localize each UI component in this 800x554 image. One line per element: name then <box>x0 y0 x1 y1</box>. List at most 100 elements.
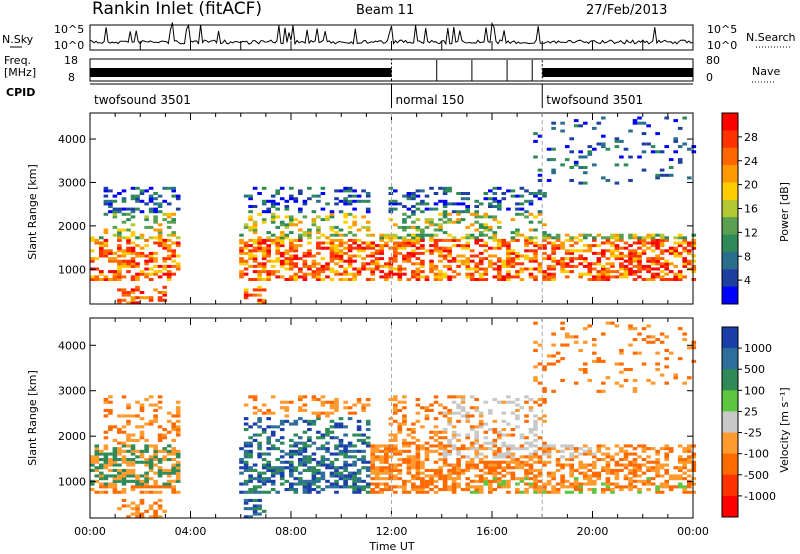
heatmap-cell <box>289 455 294 459</box>
heatmap-cell <box>370 246 375 250</box>
heatmap-cell <box>528 238 534 242</box>
heatmap-cell <box>171 479 176 483</box>
heatmap-cell <box>370 254 375 258</box>
heatmap-cell <box>478 447 484 451</box>
heatmap-cell <box>257 485 262 489</box>
heatmap-cell <box>415 189 421 193</box>
heatmap-cell <box>592 163 597 167</box>
heatmap-cell <box>429 264 434 268</box>
heatmap-cell <box>659 244 665 248</box>
heatmap-cell <box>637 236 642 240</box>
heatmap-cell <box>510 460 516 464</box>
heatmap-cell <box>492 455 498 459</box>
heatmap-cell <box>524 419 529 423</box>
heatmap-cell <box>334 482 339 486</box>
heatmap-cell <box>451 270 457 274</box>
heatmap-cell <box>94 474 100 478</box>
heatmap-cell <box>293 444 299 448</box>
heatmap-cell <box>501 400 507 404</box>
heatmap-cell <box>284 419 290 423</box>
heatmap-cell <box>677 233 683 237</box>
heatmap-cell <box>623 458 629 462</box>
heatmap-cell <box>596 257 602 261</box>
y-tick-label: 2000 <box>58 430 86 443</box>
heatmap-cell <box>402 225 407 229</box>
heatmap-cell <box>673 251 678 255</box>
heatmap-cell <box>338 278 344 281</box>
heatmap-cell <box>533 241 538 245</box>
heatmap-cell <box>243 455 249 459</box>
heatmap-cell <box>384 444 389 448</box>
heatmap-cell <box>266 246 271 250</box>
heatmap-cell <box>171 414 176 418</box>
heatmap-cell <box>171 194 176 198</box>
heatmap-cell <box>469 278 475 281</box>
heatmap-cell <box>641 236 647 240</box>
heatmap-cell <box>126 264 131 268</box>
heatmap-cell <box>103 452 109 456</box>
heatmap-cell <box>130 479 136 483</box>
heatmap-cell <box>162 482 167 486</box>
heatmap-cell <box>510 194 516 198</box>
heatmap-cell <box>682 485 687 489</box>
heatmap-cell <box>361 488 366 492</box>
heatmap-cell <box>465 275 470 279</box>
heatmap-cell <box>456 254 461 258</box>
heatmap-cell <box>628 272 633 276</box>
heatmap-cell <box>90 259 95 263</box>
heatmap-cell <box>583 463 588 467</box>
heatmap-cell <box>302 254 308 258</box>
heatmap-cell <box>347 278 353 281</box>
heatmap-cell <box>175 490 181 494</box>
heatmap-cell <box>488 264 493 268</box>
beam-label: Beam 11 <box>356 3 414 18</box>
heatmap-cell <box>551 362 556 366</box>
heatmap-cell <box>316 251 321 255</box>
heatmap-cell <box>551 278 556 281</box>
heatmap-cell <box>243 449 249 453</box>
heatmap-cell <box>130 278 136 281</box>
heatmap-cell <box>252 463 258 467</box>
heatmap-cell <box>614 444 620 448</box>
heatmap-cell <box>379 233 384 237</box>
heatmap-cell <box>578 463 583 467</box>
heatmap-cell <box>126 463 131 467</box>
heatmap-cell <box>130 264 136 268</box>
heatmap-cell <box>483 197 489 201</box>
heatmap-cell <box>343 425 348 429</box>
heatmap-cell <box>619 236 624 240</box>
heatmap-cell <box>641 447 647 451</box>
heatmap-cell <box>650 257 656 261</box>
heatmap-cell <box>293 490 299 494</box>
heatmap-cell <box>162 433 167 437</box>
heatmap-cell <box>293 264 299 268</box>
heatmap-cell <box>275 468 280 472</box>
heatmap-cell <box>270 238 276 242</box>
heatmap-cell <box>447 259 452 263</box>
heatmap-cell <box>415 236 421 240</box>
heatmap-cell <box>108 202 113 206</box>
heatmap-cell <box>99 244 104 248</box>
heatmap-cell <box>515 458 520 462</box>
heatmap-cell <box>551 354 556 358</box>
heatmap-cell <box>252 220 258 224</box>
heatmap-cell <box>488 441 493 445</box>
heatmap-cell <box>601 278 606 281</box>
heatmap-cell <box>677 466 683 470</box>
heatmap-cell <box>510 262 516 266</box>
heatmap-cell <box>478 468 484 472</box>
heatmap-cell <box>465 482 470 486</box>
heatmap-cell <box>270 272 276 276</box>
heatmap-cell <box>298 441 303 445</box>
heatmap-cell <box>429 218 434 222</box>
heatmap-cell <box>121 199 127 203</box>
heatmap-cell <box>139 436 145 440</box>
heatmap-cell <box>492 275 498 279</box>
heatmap-cell <box>388 488 394 492</box>
heatmap-cell <box>117 236 122 240</box>
heatmap-cell <box>316 231 321 235</box>
heatmap-cell <box>488 479 493 483</box>
heatmap-cell <box>488 463 493 467</box>
heatmap-cell <box>365 422 371 426</box>
heatmap-cell <box>117 441 122 445</box>
